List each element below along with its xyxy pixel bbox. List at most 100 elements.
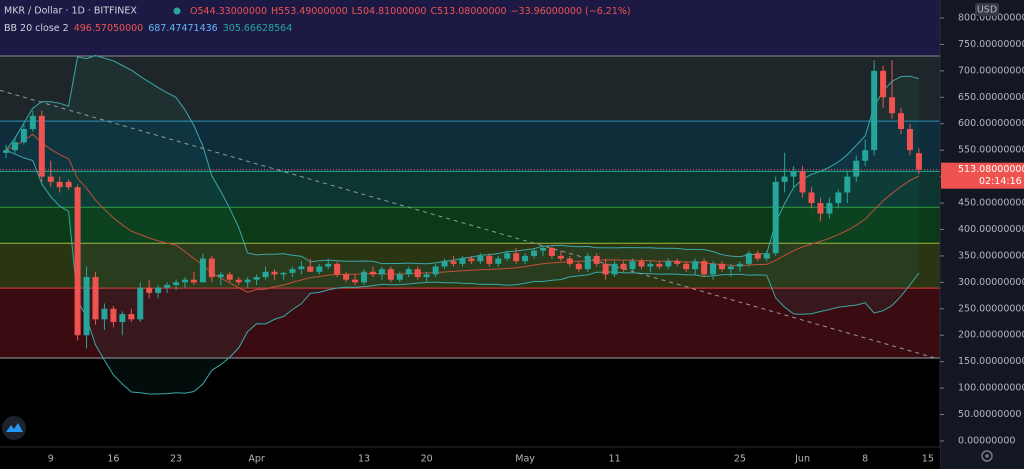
ohlc-value: −33.96000000 (−6.21%) — [511, 6, 631, 17]
candle-body — [468, 258, 475, 262]
candle-body — [629, 261, 636, 270]
candle-body — [441, 261, 448, 267]
candle — [584, 253, 591, 272]
candle-body — [289, 269, 296, 273]
candle-body — [369, 271, 376, 275]
candle — [74, 184, 81, 341]
candle — [665, 258, 672, 270]
candle — [271, 269, 278, 280]
candle-body — [898, 113, 904, 130]
trendline — [0, 89, 936, 359]
candle-body — [692, 261, 699, 270]
indicator-value: 305.66628564 — [223, 23, 293, 34]
candle-body — [790, 171, 797, 177]
candle-body — [414, 269, 421, 278]
candle-body — [110, 308, 117, 323]
candle-body — [495, 258, 502, 264]
candle-body — [772, 181, 779, 254]
candle — [199, 253, 206, 283]
candle-body — [396, 274, 403, 280]
candle — [710, 261, 717, 280]
candle — [835, 189, 842, 209]
settings-icon[interactable] — [981, 450, 993, 462]
candle-body — [674, 261, 681, 264]
candle-body — [361, 271, 367, 283]
zone — [0, 243, 940, 289]
candle — [396, 271, 403, 283]
candle — [495, 255, 502, 267]
candle-body — [343, 274, 350, 280]
candle-body — [217, 274, 224, 278]
candle-body — [173, 282, 180, 285]
candle — [522, 253, 529, 264]
candle-body — [164, 284, 171, 288]
y-tick-label: 750.00000000 — [958, 39, 1024, 50]
x-tick-label: May — [515, 454, 535, 465]
candle-body — [862, 150, 869, 161]
candle-body — [727, 266, 734, 270]
candle — [683, 261, 690, 272]
indicator-value: 496.57050000 — [74, 23, 144, 34]
candle-body — [56, 181, 63, 188]
candle-body — [754, 253, 761, 259]
candle — [325, 258, 332, 270]
candle — [629, 258, 636, 272]
candle — [763, 250, 770, 262]
candle — [790, 166, 797, 188]
candle — [647, 261, 654, 272]
candle-body — [548, 247, 555, 256]
candle-body — [3, 150, 9, 153]
candle-body — [334, 263, 341, 275]
candle — [513, 247, 520, 264]
candle — [898, 107, 904, 135]
candle — [155, 284, 162, 299]
ohlc-value: L504.81000000 — [352, 6, 427, 17]
ohlc-value: C513.08000000 — [430, 6, 506, 17]
candle — [450, 255, 457, 267]
candle — [772, 176, 779, 256]
candle-body — [522, 255, 529, 262]
candle-body — [566, 258, 573, 264]
x-tick-label: 13 — [358, 454, 370, 465]
indicator-name: BB 20 close 2 — [4, 23, 69, 34]
candle-body — [647, 263, 654, 267]
candle — [146, 279, 153, 299]
candle-body — [620, 263, 627, 270]
candle — [343, 271, 350, 283]
candle — [235, 277, 242, 285]
candle — [808, 187, 815, 209]
candle-body — [593, 255, 600, 264]
candle — [432, 263, 439, 278]
candle-body — [101, 308, 108, 320]
ohlc: O544.33000000 H553.49000000 L504.81000000 C… — [190, 6, 631, 17]
candle — [361, 269, 367, 285]
logo[interactable] — [2, 416, 26, 440]
candle — [262, 266, 269, 280]
candle — [226, 271, 233, 283]
candle — [65, 179, 72, 190]
candle — [504, 250, 511, 262]
candle-body — [808, 192, 815, 204]
candle — [656, 261, 663, 270]
candle — [548, 245, 555, 259]
candle-body — [11, 142, 18, 151]
candle — [56, 176, 63, 193]
candle — [862, 139, 869, 167]
x-tick-label: 23 — [170, 454, 182, 465]
candle — [405, 266, 412, 278]
candle — [182, 277, 188, 288]
candle-body — [665, 261, 672, 267]
candle-body — [736, 263, 743, 267]
currency-badge[interactable] — [975, 3, 999, 16]
candle-body — [226, 274, 233, 280]
currency: USD — [977, 5, 997, 16]
candle — [92, 271, 99, 325]
candle-body — [190, 279, 197, 283]
candle-body — [137, 287, 144, 320]
candle-body — [611, 263, 618, 275]
candle — [253, 274, 260, 285]
y-tick-label: 350.00000000 — [958, 250, 1024, 261]
x-tick-label: 25 — [734, 454, 746, 465]
candle-body — [378, 269, 385, 275]
candle — [817, 197, 824, 222]
